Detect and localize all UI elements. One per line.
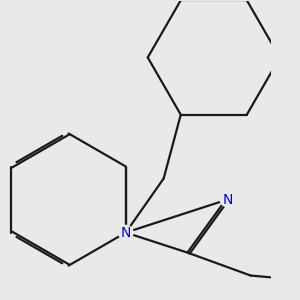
Circle shape bbox=[118, 225, 134, 241]
Circle shape bbox=[220, 192, 236, 208]
Text: N: N bbox=[121, 226, 131, 240]
Text: N: N bbox=[222, 193, 233, 206]
